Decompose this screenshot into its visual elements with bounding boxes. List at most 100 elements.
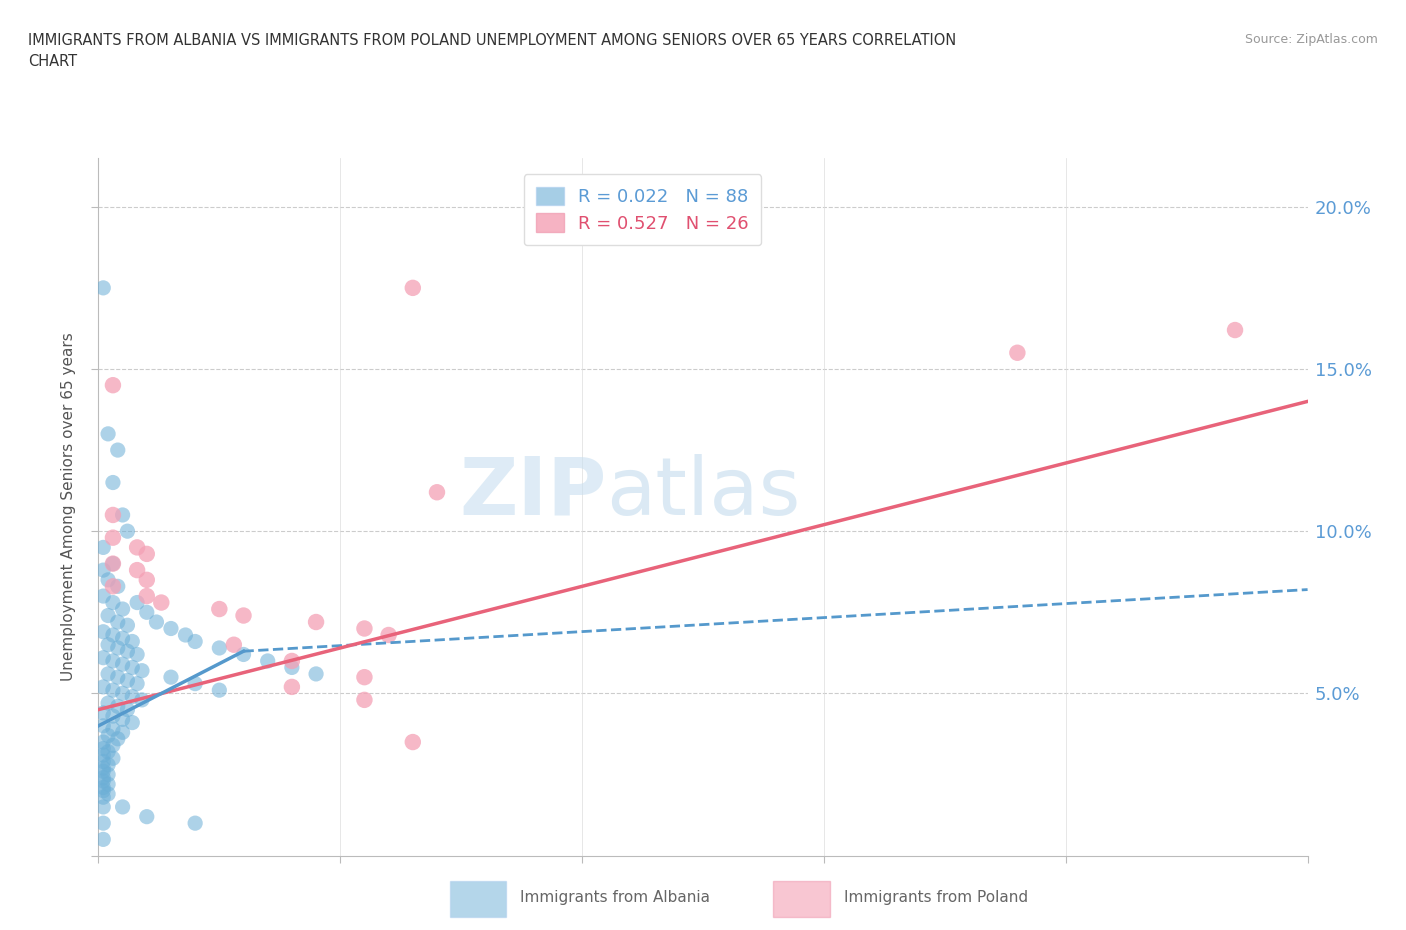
Point bbox=[107, 578, 129, 593]
Point bbox=[107, 731, 129, 746]
Point bbox=[208, 641, 231, 656]
Point bbox=[97, 744, 120, 759]
Point bbox=[97, 787, 120, 802]
Point bbox=[91, 761, 114, 776]
Text: ZIP: ZIP bbox=[458, 454, 606, 532]
Point bbox=[127, 647, 149, 662]
Point bbox=[353, 621, 375, 636]
Point bbox=[135, 589, 157, 604]
Point bbox=[91, 754, 114, 769]
Point bbox=[91, 624, 114, 639]
Point bbox=[101, 508, 124, 523]
Point bbox=[174, 628, 197, 643]
Point bbox=[91, 706, 114, 721]
Point bbox=[101, 709, 124, 724]
Text: IMMIGRANTS FROM ALBANIA VS IMMIGRANTS FROM POLAND UNEMPLOYMENT AMONG SENIORS OVE: IMMIGRANTS FROM ALBANIA VS IMMIGRANTS FR… bbox=[28, 33, 956, 47]
Point bbox=[91, 770, 114, 785]
Point bbox=[97, 728, 120, 743]
Point bbox=[127, 563, 149, 578]
Point bbox=[101, 595, 124, 610]
Point bbox=[101, 530, 124, 545]
Point bbox=[97, 777, 120, 791]
Text: Source: ZipAtlas.com: Source: ZipAtlas.com bbox=[1244, 33, 1378, 46]
Point bbox=[91, 741, 114, 756]
Point bbox=[107, 670, 129, 684]
Point bbox=[117, 673, 139, 688]
Point bbox=[97, 637, 120, 652]
Point bbox=[135, 547, 157, 562]
Point bbox=[91, 764, 114, 778]
Point bbox=[377, 628, 399, 643]
Point bbox=[97, 427, 120, 442]
Text: Immigrants from Poland: Immigrants from Poland bbox=[844, 890, 1028, 905]
Point bbox=[111, 686, 134, 701]
Point bbox=[91, 780, 114, 795]
Point bbox=[111, 602, 134, 617]
Point bbox=[281, 680, 304, 695]
Point bbox=[135, 604, 157, 619]
Point bbox=[232, 647, 254, 662]
Point bbox=[127, 540, 149, 555]
Point bbox=[127, 595, 149, 610]
Point bbox=[91, 790, 114, 804]
FancyBboxPatch shape bbox=[773, 882, 830, 917]
Point bbox=[107, 443, 129, 458]
Point bbox=[135, 809, 157, 824]
Point bbox=[107, 641, 129, 656]
Point bbox=[305, 667, 328, 682]
Point bbox=[281, 660, 304, 675]
Point bbox=[101, 751, 124, 765]
Point bbox=[97, 757, 120, 772]
Point bbox=[107, 699, 129, 714]
Point bbox=[1223, 323, 1246, 338]
Point bbox=[402, 281, 425, 296]
Point bbox=[256, 654, 278, 669]
Point bbox=[222, 637, 245, 652]
Point bbox=[101, 628, 124, 643]
Point bbox=[305, 615, 328, 630]
Point bbox=[91, 748, 114, 763]
Point bbox=[111, 631, 134, 645]
Point bbox=[97, 767, 120, 782]
Point bbox=[101, 578, 124, 593]
Point bbox=[97, 608, 120, 623]
Text: atlas: atlas bbox=[606, 454, 800, 532]
Point bbox=[184, 676, 207, 691]
Point bbox=[121, 715, 143, 730]
Point bbox=[131, 663, 153, 678]
Point bbox=[111, 711, 134, 726]
Point bbox=[91, 816, 114, 830]
Point bbox=[111, 724, 134, 739]
Text: 0.0%: 0.0% bbox=[98, 897, 143, 915]
Point bbox=[91, 589, 114, 604]
Point bbox=[91, 718, 114, 733]
Point bbox=[101, 556, 124, 571]
Point bbox=[91, 563, 114, 578]
Point bbox=[121, 689, 143, 704]
Point bbox=[91, 650, 114, 665]
Point bbox=[127, 676, 149, 691]
Point bbox=[1007, 345, 1029, 360]
Point bbox=[97, 572, 120, 587]
Point bbox=[91, 800, 114, 815]
Point bbox=[208, 602, 231, 617]
Point bbox=[91, 832, 114, 847]
Text: 25.0%: 25.0% bbox=[1250, 897, 1308, 915]
Point bbox=[117, 644, 139, 658]
Y-axis label: Unemployment Among Seniors over 65 years: Unemployment Among Seniors over 65 years bbox=[60, 333, 76, 681]
Point bbox=[101, 683, 124, 698]
Text: Immigrants from Albania: Immigrants from Albania bbox=[520, 890, 710, 905]
Point bbox=[353, 693, 375, 708]
Legend: R = 0.022   N = 88, R = 0.527   N = 26: R = 0.022 N = 88, R = 0.527 N = 26 bbox=[524, 174, 761, 246]
Point bbox=[184, 816, 207, 830]
Point bbox=[208, 683, 231, 698]
Point bbox=[232, 608, 254, 623]
Point bbox=[111, 508, 134, 523]
Point bbox=[91, 735, 114, 750]
Point bbox=[101, 378, 124, 392]
Point bbox=[145, 615, 167, 630]
Point bbox=[91, 281, 114, 296]
Point bbox=[101, 556, 124, 571]
Point bbox=[131, 693, 153, 708]
Point bbox=[111, 800, 134, 815]
